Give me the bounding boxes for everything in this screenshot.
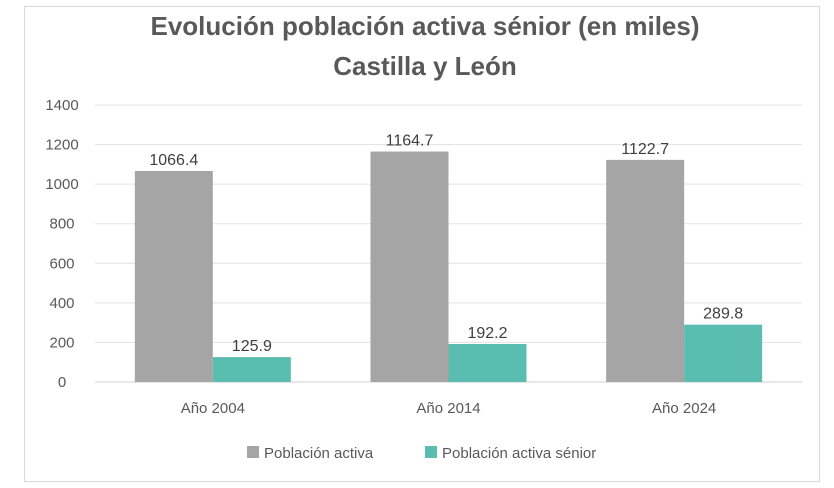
y-tick-label: 800	[49, 216, 74, 233]
data-label: 1122.7	[621, 141, 669, 158]
legend-swatch	[425, 446, 437, 458]
legend: Población activa Población activa sénior	[247, 445, 596, 462]
x-tick-label: Año 2014	[416, 400, 480, 417]
bar	[684, 324, 763, 382]
y-tick-label: 0	[58, 374, 66, 391]
y-tick-label: 1000	[45, 176, 78, 193]
bar	[212, 357, 291, 382]
legend-entry: Población activa sénior	[442, 445, 596, 462]
chart-title: Evolución población activa sénior (en mi…	[150, 11, 699, 41]
y-tick-label: 1200	[45, 137, 78, 154]
y-tick-label: 1400	[45, 97, 78, 114]
y-axis: 0 200 400 600 800 1000 1200 1400	[45, 97, 78, 391]
y-tick-label: 600	[49, 255, 74, 272]
bar	[370, 151, 449, 382]
bar	[448, 343, 527, 382]
data-label: 289.8	[703, 306, 743, 323]
x-axis: Año 2004 Año 2014 Año 2024	[181, 400, 717, 417]
bar	[606, 159, 685, 382]
x-tick-label: Año 2004	[181, 400, 245, 417]
bars: 1066.4 125.9 1164.7 192.2 1122.7 289.8	[134, 133, 763, 382]
data-label: 1066.4	[149, 152, 198, 169]
x-tick-label: Año 2024	[652, 400, 716, 417]
data-label: 125.9	[232, 338, 272, 355]
legend-entry: Población activa	[264, 445, 374, 462]
y-tick-label: 400	[49, 295, 74, 312]
legend-swatch	[247, 446, 259, 458]
y-tick-label: 200	[49, 334, 74, 351]
bar	[134, 171, 213, 382]
data-label: 1164.7	[386, 133, 434, 150]
data-label: 192.2	[467, 325, 507, 342]
chart-subtitle: Castilla y León	[333, 51, 517, 81]
